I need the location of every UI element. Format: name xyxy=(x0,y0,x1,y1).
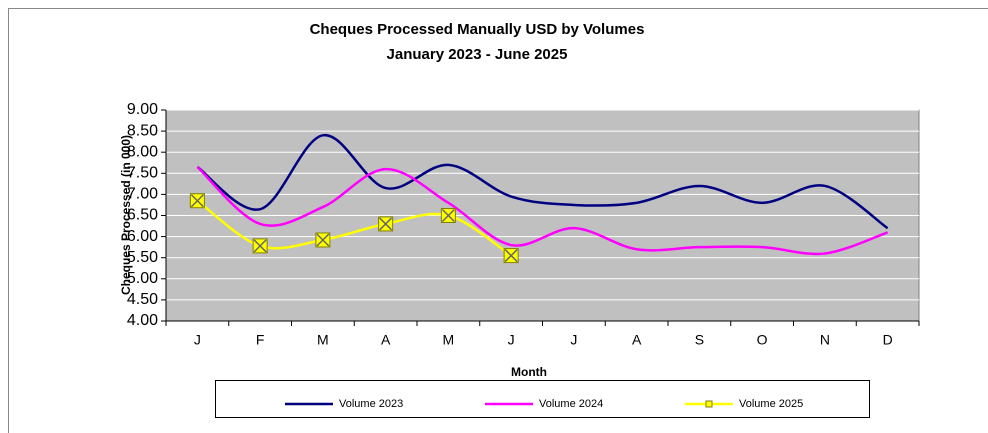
marker-cross xyxy=(316,233,330,247)
x-tick-label: A xyxy=(381,332,391,348)
x-axis-label: Month xyxy=(511,365,547,379)
x-tick-label: N xyxy=(820,332,830,348)
y-tick-label: 5.50 xyxy=(127,249,158,266)
legend-box xyxy=(215,380,870,418)
x-tick-label: J xyxy=(194,332,201,348)
y-tick-label: 6.00 xyxy=(127,228,158,245)
legend-label: Volume 2025 xyxy=(739,398,803,410)
marker-cross xyxy=(253,239,267,253)
chart-title: Cheques Processed Manually USD by Volume… xyxy=(310,21,645,38)
x-tick-label: O xyxy=(757,332,768,348)
y-tick-label: 7.00 xyxy=(127,186,158,203)
y-tick-label: 7.50 xyxy=(127,165,158,182)
legend-marker xyxy=(705,400,713,408)
y-tick-label: 4.00 xyxy=(127,312,158,329)
x-tick-label: M xyxy=(443,332,455,348)
x-tick-label: J xyxy=(570,332,577,348)
y-tick-label: 4.50 xyxy=(127,291,158,308)
series-line xyxy=(196,166,889,256)
x-tick-label: D xyxy=(883,332,893,348)
x-tick-label: S xyxy=(695,332,704,348)
marker-cross xyxy=(504,249,518,263)
marker-cross xyxy=(190,194,204,208)
y-tick-label: 5.00 xyxy=(127,270,158,287)
x-tick-label: M xyxy=(317,332,329,348)
x-tick-label: J xyxy=(508,332,515,348)
legend-label: Volume 2023 xyxy=(339,398,403,410)
y-tick-label: 8.50 xyxy=(127,122,158,139)
y-tick-label: 6.50 xyxy=(127,207,158,224)
legend-label: Volume 2024 xyxy=(539,398,603,410)
x-tick-label: F xyxy=(256,332,265,348)
series-line xyxy=(196,134,889,230)
y-axis-label: Cheques Processed (in 000) xyxy=(119,135,133,295)
chart-subtitle: January 2023 - June 2025 xyxy=(387,46,568,63)
y-tick-label: 8.00 xyxy=(127,143,158,160)
marker-cross xyxy=(379,217,393,231)
x-tick-label: A xyxy=(632,332,642,348)
marker-cross xyxy=(441,208,455,223)
y-tick-label: 9.00 xyxy=(127,101,158,118)
